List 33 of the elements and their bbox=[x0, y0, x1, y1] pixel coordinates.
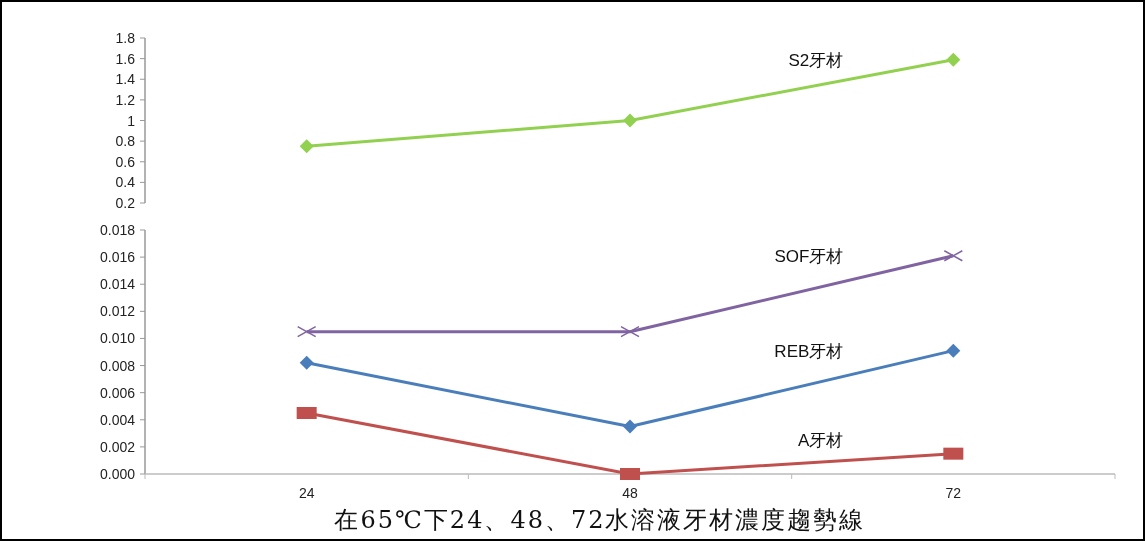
y-tick-label: 0.000 bbox=[99, 466, 136, 482]
x-tick-label: 24 bbox=[298, 485, 315, 501]
point bbox=[946, 52, 961, 67]
y-tick-label: 0.006 bbox=[99, 384, 136, 401]
y-tick-label: 0.6 bbox=[115, 153, 136, 170]
y-tick-label: 1.2 bbox=[115, 91, 136, 108]
y-tick-label: 1 bbox=[127, 112, 136, 129]
y-tick-label: 0.014 bbox=[99, 276, 136, 293]
text: 在65℃下24、48、72水溶液牙材濃度趨勢線 bbox=[334, 506, 866, 534]
y-tick-label: 0.2 bbox=[115, 195, 136, 211]
x-tick-label: 48 bbox=[622, 485, 638, 501]
series-label: S2牙材 bbox=[788, 50, 844, 70]
y-tick-label: 1.6 bbox=[115, 50, 136, 67]
y-tick-label: 1.8 bbox=[115, 30, 136, 46]
point bbox=[299, 139, 314, 154]
y-tick-label: 0.016 bbox=[99, 249, 136, 266]
series-label: REB牙材 bbox=[774, 341, 844, 361]
point bbox=[299, 355, 314, 370]
y-tick-label: 0.010 bbox=[99, 330, 136, 347]
y-tick-label: 0.004 bbox=[99, 411, 136, 428]
y-tick-label: 0.018 bbox=[99, 222, 136, 238]
y-tick-label: 0.002 bbox=[99, 438, 136, 455]
point bbox=[946, 343, 961, 358]
series-label: A牙材 bbox=[797, 430, 844, 450]
y-tick-label: 0.8 bbox=[115, 133, 136, 150]
x-tick-label: 72 bbox=[945, 485, 962, 501]
y-tick-label: 0.012 bbox=[99, 303, 136, 320]
point bbox=[623, 113, 637, 128]
point bbox=[623, 419, 637, 434]
series-label: SOF牙材 bbox=[774, 246, 844, 266]
y-tick-label: 0.008 bbox=[99, 357, 136, 374]
y-tick-label: 0.4 bbox=[115, 174, 136, 191]
y-tick-label: 1.4 bbox=[115, 71, 136, 88]
